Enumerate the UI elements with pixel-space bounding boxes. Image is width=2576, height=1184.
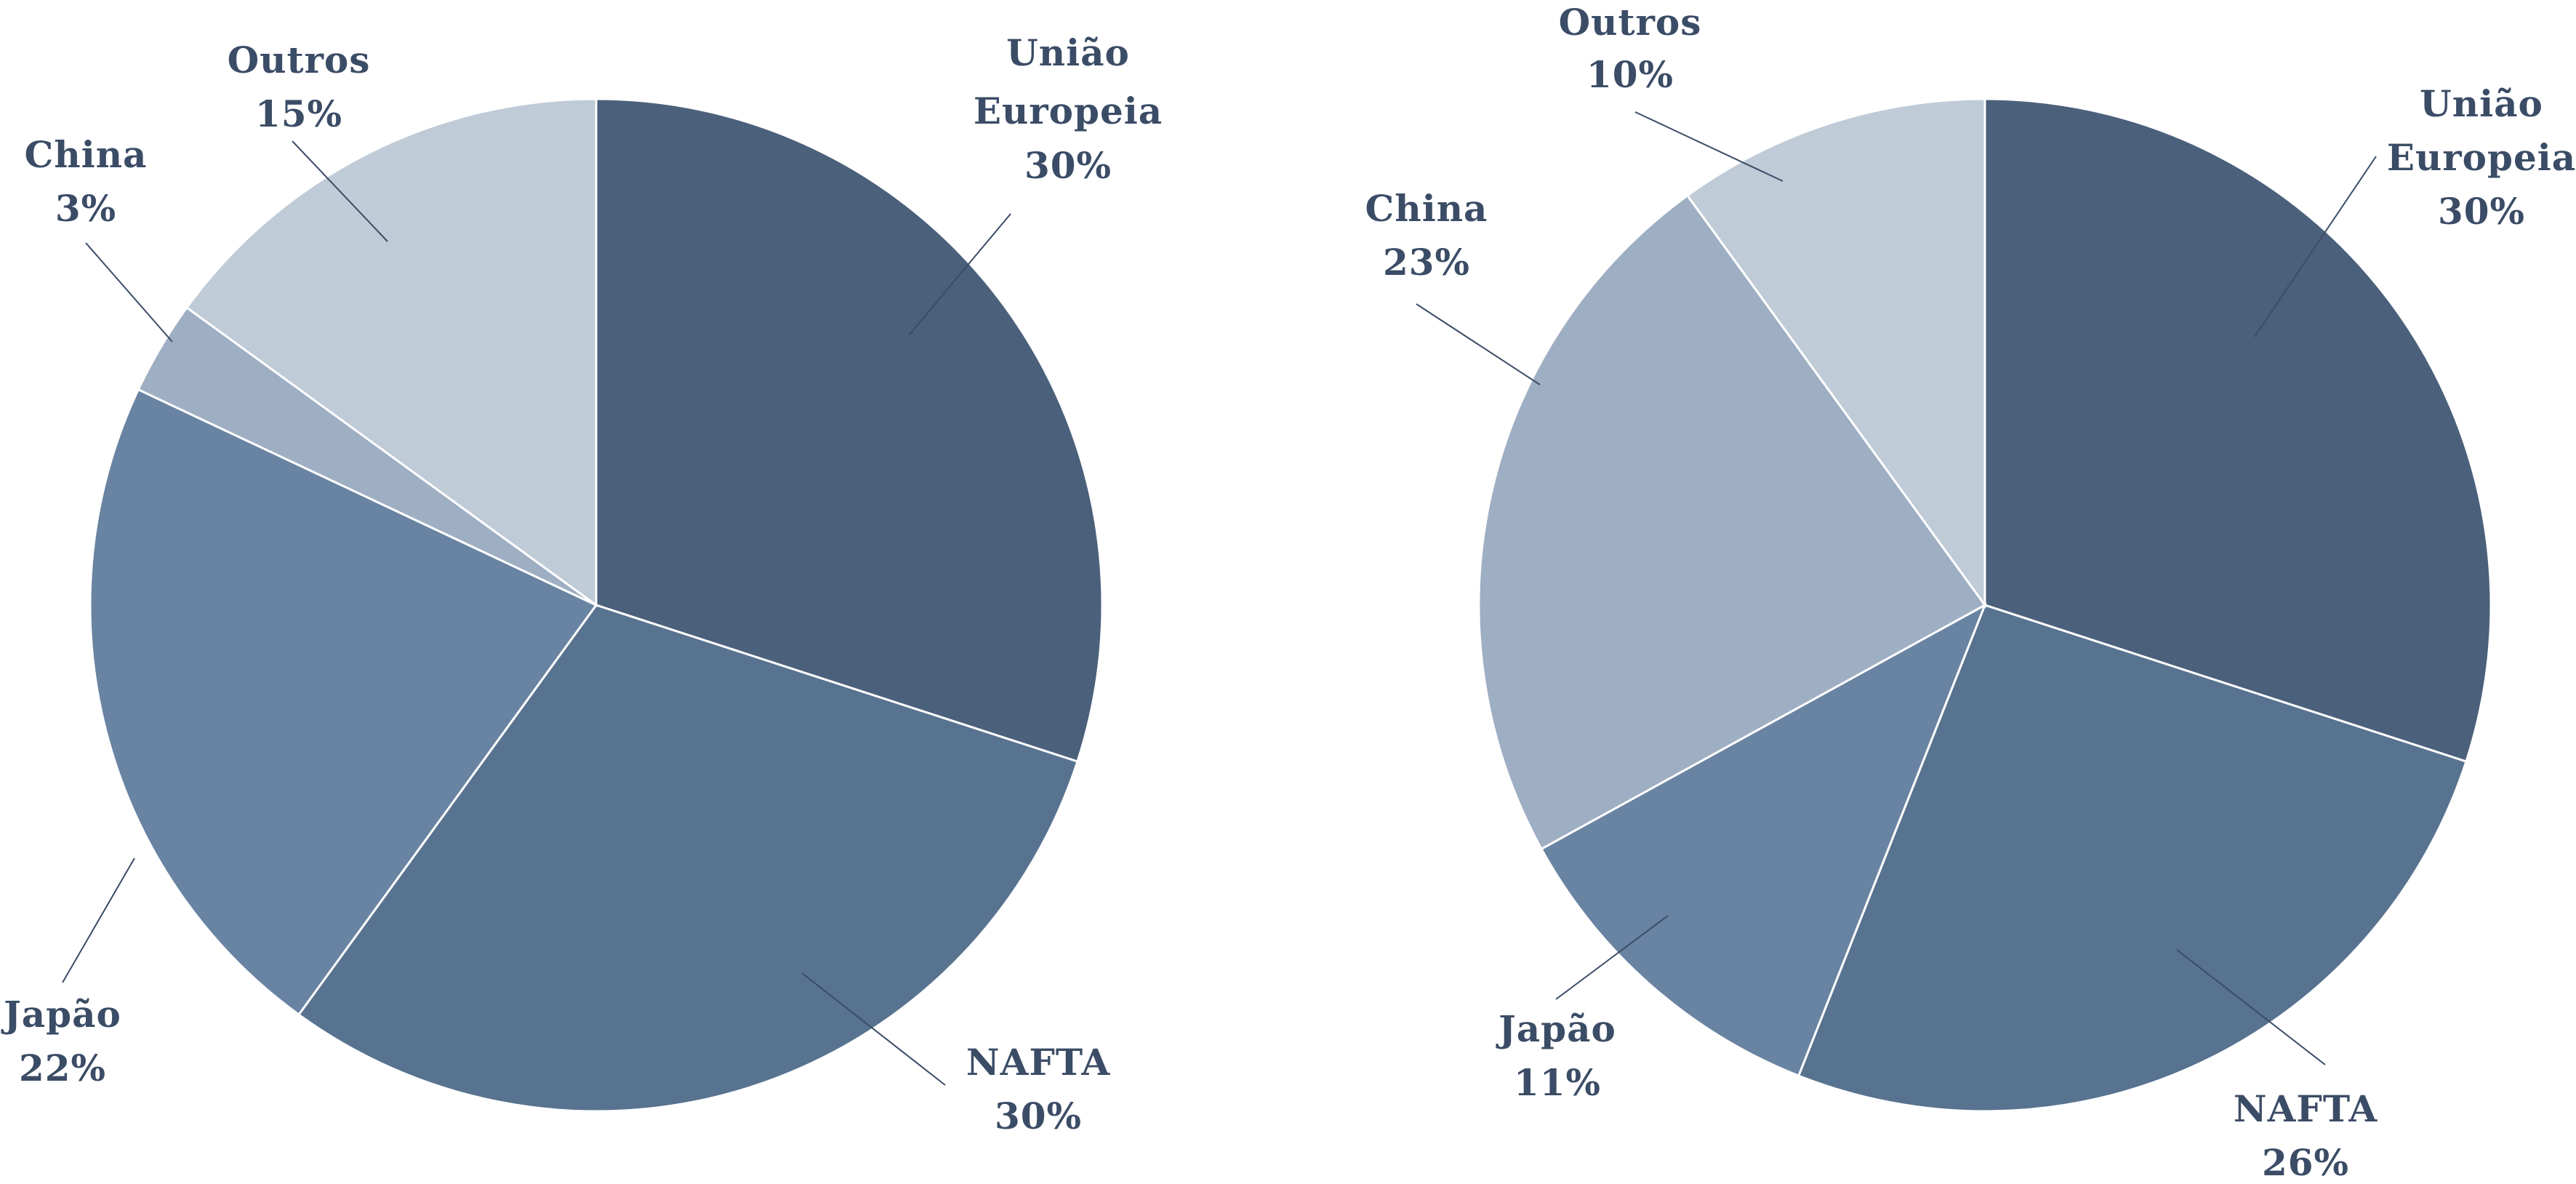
pie2-value-label-china: 23% <box>1383 241 1470 284</box>
pie2-category-label-uniao-europeia: União <box>2420 82 2543 125</box>
pie1-value-label-nafta: 30% <box>995 1095 1082 1137</box>
pie2-slice-uniao-europeia <box>1983 97 2492 763</box>
pie1-slice-outros <box>185 97 598 607</box>
pie2-slice-outros <box>1685 97 1986 609</box>
pie1-value-label-japao: 22% <box>19 1047 106 1089</box>
pie2-slice-japao <box>1540 602 1987 1078</box>
pie2-category-label-china: China <box>1365 187 1488 230</box>
pie1-leader-line-uniao-europeia <box>908 213 1011 336</box>
pie1-value-label-outros: 15% <box>255 92 342 135</box>
pie2-slice-china <box>1477 193 1987 851</box>
pie1-value-label-uniao-europeia: 30% <box>1024 144 1112 187</box>
pie2-value-label-uniao-europeia: 30% <box>2438 190 2525 233</box>
pie1-category-label-china: China <box>25 133 148 176</box>
pie1-leader-line-china <box>85 242 173 343</box>
pie1-leader-line-nafta <box>801 972 946 1086</box>
pie2-category-label-uniao-europeia: Europeia <box>2387 136 2576 179</box>
pie1-value-label-china: 3% <box>55 187 116 230</box>
pie2-value-label-outros: 10% <box>1586 53 1674 96</box>
pie2-value-label-nafta: 26% <box>2262 1141 2349 1184</box>
pie2-category-label-outros: Outros <box>1559 1 1702 44</box>
pie1-leader-line-japao <box>62 857 135 983</box>
pie1-category-label-japao: Japão <box>1 993 121 1036</box>
pie2-slice-nafta <box>1797 604 2468 1113</box>
pie2-leader-line-outros <box>1634 111 1783 182</box>
pie2-category-label-japao: Japão <box>1496 1007 1616 1050</box>
pie2-category-label-nafta: NAFTA <box>2234 1087 2378 1130</box>
pie1-category-label-uniao-europeia: União <box>1006 31 1130 74</box>
pie1-category-label-outros: Outros <box>228 39 371 81</box>
pie1-slice-uniao-europeia <box>595 97 1104 763</box>
pie1-category-label-nafta: NAFTA <box>966 1041 1110 1084</box>
pie1-category-label-uniao-europeia: Europeia <box>974 89 1163 132</box>
pie2-leader-line-japao <box>1555 915 1669 1000</box>
pie2-leader-line-nafta <box>2176 949 2326 1065</box>
pie1-slice-nafta <box>297 604 1079 1113</box>
pie2-value-label-japao: 11% <box>1514 1061 1601 1104</box>
pie1-leader-line-outros <box>292 140 388 242</box>
pie2-leader-line-uniao-europeia <box>2254 156 2377 337</box>
pie2-leader-line-china <box>1416 303 1541 385</box>
